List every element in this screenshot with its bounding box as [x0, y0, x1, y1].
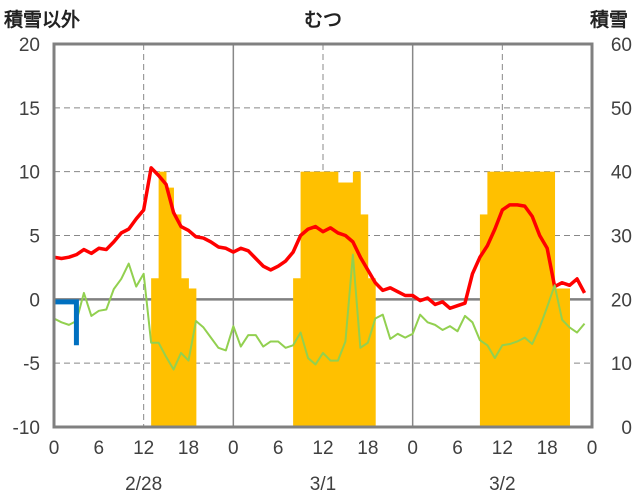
- snow-bar: [181, 278, 189, 427]
- right-tick-label: 0: [621, 418, 632, 439]
- date-label: 2/28: [125, 474, 162, 495]
- x-tick-label: 12: [133, 438, 154, 459]
- x-tick-label: 0: [49, 438, 60, 459]
- snow-bar: [539, 171, 548, 427]
- snow-bar: [502, 171, 511, 427]
- right-y-ticks: 60 50 40 30 20 10 0: [611, 35, 632, 439]
- snow-bar: [547, 171, 556, 427]
- chart-title: むつ: [304, 9, 342, 31]
- snow-bar: [188, 288, 197, 427]
- right-tick-label: 40: [611, 163, 632, 184]
- snow-bar: [337, 182, 346, 427]
- date-labels: 2/28 3/1 3/2: [125, 474, 515, 495]
- x-tick-label: 18: [537, 438, 558, 459]
- right-tick-label: 50: [611, 99, 632, 120]
- snow-bar: [360, 214, 369, 427]
- x-tick-label: 18: [357, 438, 378, 459]
- left-tick-label: -5: [23, 354, 40, 375]
- snow-bar: [151, 278, 160, 427]
- x-tick-label: 0: [228, 438, 239, 459]
- snow-bar: [562, 288, 570, 427]
- date-label: 3/2: [489, 474, 515, 495]
- snow-bar: [554, 288, 563, 427]
- x-tick-label: 12: [312, 438, 333, 459]
- snow-bar: [158, 171, 167, 427]
- x-ticks: 0 6 12 18 0 6 12 18 0 6 12 18 0: [49, 438, 598, 459]
- left-y-ticks: 20 15 10 5 0 -5 -10: [13, 35, 40, 439]
- left-tick-label: 10: [19, 163, 40, 184]
- snow-bar: [479, 214, 488, 427]
- snow-bar: [524, 171, 533, 427]
- frame-rect: [52, 42, 594, 429]
- right-axis-label: 積雪: [590, 8, 628, 31]
- green-series: [53, 253, 586, 371]
- snow-bar: [367, 278, 376, 427]
- snow-bar: [532, 171, 541, 427]
- snow-bar: [173, 214, 182, 427]
- snow-bar: [330, 171, 339, 427]
- x-tick-label: 0: [407, 438, 418, 459]
- x-tick-label: 12: [492, 438, 513, 459]
- right-tick-label: 10: [611, 354, 632, 375]
- snow-bar: [293, 278, 301, 427]
- date-label: 3/1: [310, 474, 336, 495]
- snow-bar: [315, 171, 324, 427]
- snow-bar: [166, 187, 174, 427]
- snow-bar: [517, 171, 526, 427]
- snow-bar: [300, 171, 309, 427]
- snow-bar: [308, 171, 316, 427]
- snow-bar: [494, 171, 503, 427]
- left-tick-label: 5: [29, 227, 40, 248]
- plot-frame: [52, 42, 594, 429]
- snow-bar: [323, 171, 331, 427]
- x-tick-label: 6: [94, 438, 105, 459]
- x-tick-label: 18: [178, 438, 199, 459]
- left-tick-label: 15: [19, 99, 40, 120]
- right-tick-label: 60: [611, 35, 632, 56]
- precip-series: [54, 299, 79, 346]
- left-tick-label: -10: [13, 418, 40, 439]
- right-tick-label: 30: [611, 227, 632, 248]
- snow-bar: [487, 171, 496, 427]
- snow-bar: [509, 171, 518, 427]
- left-axis-label: 積雪以外: [4, 8, 80, 31]
- temperature-series: [53, 166, 587, 311]
- x-tick-label: 0: [587, 438, 598, 459]
- x-tick-label: 6: [273, 438, 284, 459]
- left-tick-label: 20: [19, 35, 40, 56]
- x-tick-label: 6: [452, 438, 463, 459]
- right-tick-label: 20: [611, 290, 632, 311]
- left-tick-label: 0: [29, 290, 40, 311]
